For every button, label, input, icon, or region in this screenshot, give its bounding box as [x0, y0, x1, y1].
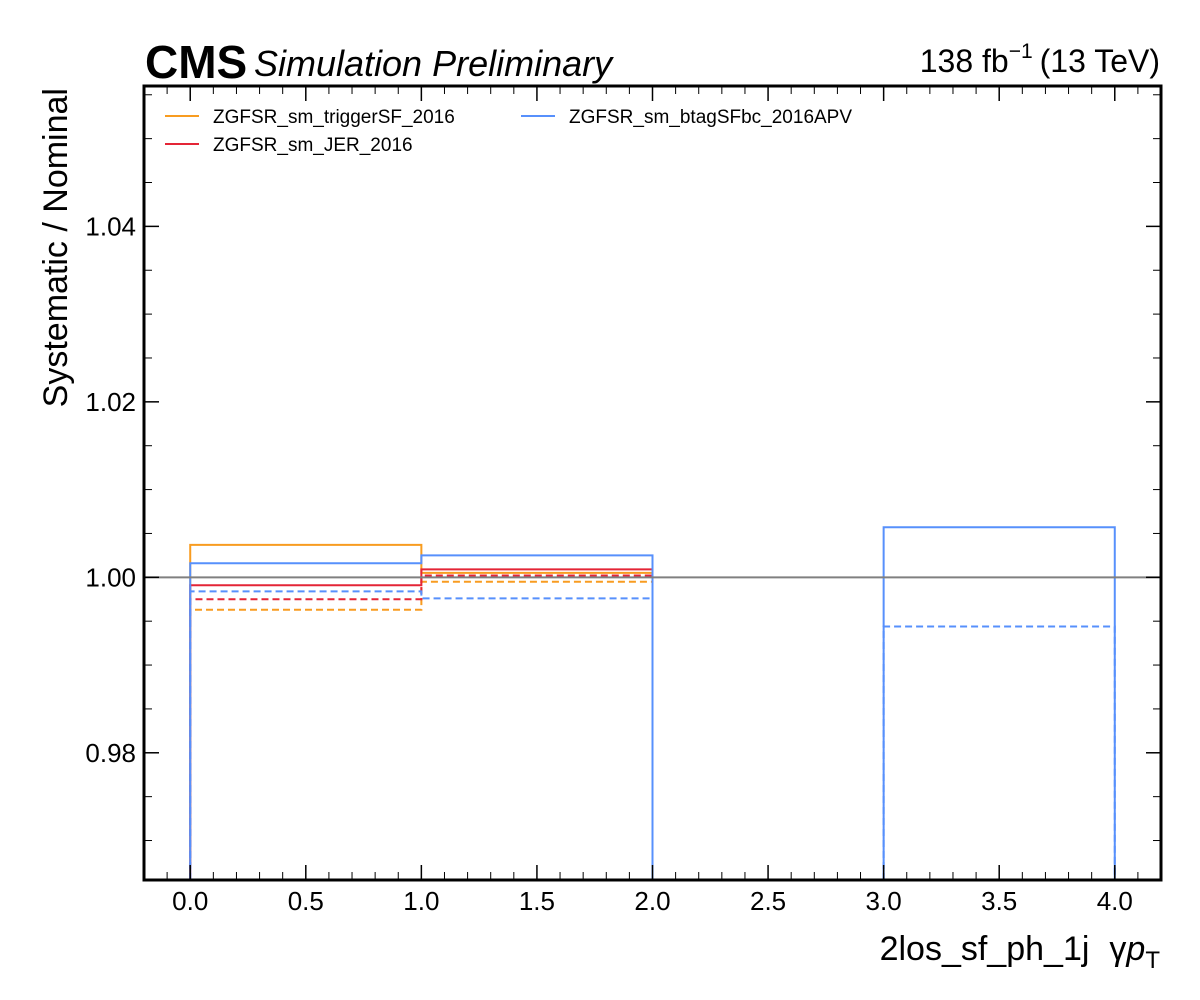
plot-area: 0.0 0.5 1.0 1.5 2.0 2.5 3.0 3.5 4.0 0.98 1.00 1.02 1… [85, 84, 1163, 916]
y-tick-label: 0.98 [85, 738, 136, 768]
x-axis-title-variable: p [1125, 930, 1145, 968]
legend-label-zgfsr-sm-triggersf-2016: ZGFSR_sm_triggerSF_2016 [213, 107, 455, 128]
series-up-zgfsr-sm-jer-2016 [189, 568, 654, 880]
lumi-label: 138 fb−1 (13 TeV) [920, 40, 1160, 79]
cms-label: CMS [145, 36, 247, 88]
ticks-layer: 0.0 0.5 1.0 1.5 2.0 2.5 3.0 3.5 4.0 0.98 1.00 1.02 1… [85, 86, 1161, 916]
x-axis-title-subscript: T [1145, 947, 1160, 974]
y-tick-label: 1.02 [85, 387, 136, 417]
series-layer [189, 526, 1116, 880]
x-axis-title-symbol: γ [1109, 930, 1126, 968]
x-tick-label: 2.0 [634, 886, 670, 916]
x-tick-label: 1.5 [519, 886, 555, 916]
lumi-value: 138 fb [920, 43, 1009, 79]
y-tick-label: 1.00 [85, 562, 136, 592]
y-tick-label: 1.04 [85, 211, 136, 241]
x-tick-label: 1.0 [403, 886, 439, 916]
experiment-label: CMS [145, 36, 247, 88]
x-tick-label: 2.5 [750, 886, 786, 916]
legend: ZGFSR_sm_triggerSF_2016 ZGFSR_sm_JER_2016… [165, 107, 852, 156]
series-down-zgfsr-sm-triggersf-2016 [189, 580, 654, 880]
energy-label: (13 TeV) [1040, 43, 1160, 79]
series-down-zgfsr-sm-jer-2016 [189, 574, 654, 880]
status-label: Simulation Preliminary [254, 43, 614, 84]
y-axis-title: Systematic / Nominal [37, 88, 75, 407]
x-tick-label: 3.0 [866, 886, 902, 916]
x-tick-label: 4.0 [1097, 886, 1133, 916]
x-tick-label: 0.0 [172, 886, 208, 916]
lumi-exponent: −1 [1009, 40, 1033, 63]
x-tick-label: 3.5 [981, 886, 1017, 916]
plot-frame [142, 84, 1163, 882]
series-up-zgfsr-sm-btagsfbc-2016apv [189, 526, 1116, 880]
legend-label-zgfsr-sm-btagsfbc-2016apv: ZGFSR_sm_btagSFbc_2016APV [569, 107, 852, 128]
x-axis-title-main: 2los_sf_ph_1j [880, 930, 1090, 968]
x-tick-label: 0.5 [288, 886, 324, 916]
legend-label-zgfsr-sm-jer-2016: ZGFSR_sm_JER_2016 [213, 135, 413, 156]
x-axis-title: 2los_sf_ph_1j γpT [880, 930, 1161, 974]
